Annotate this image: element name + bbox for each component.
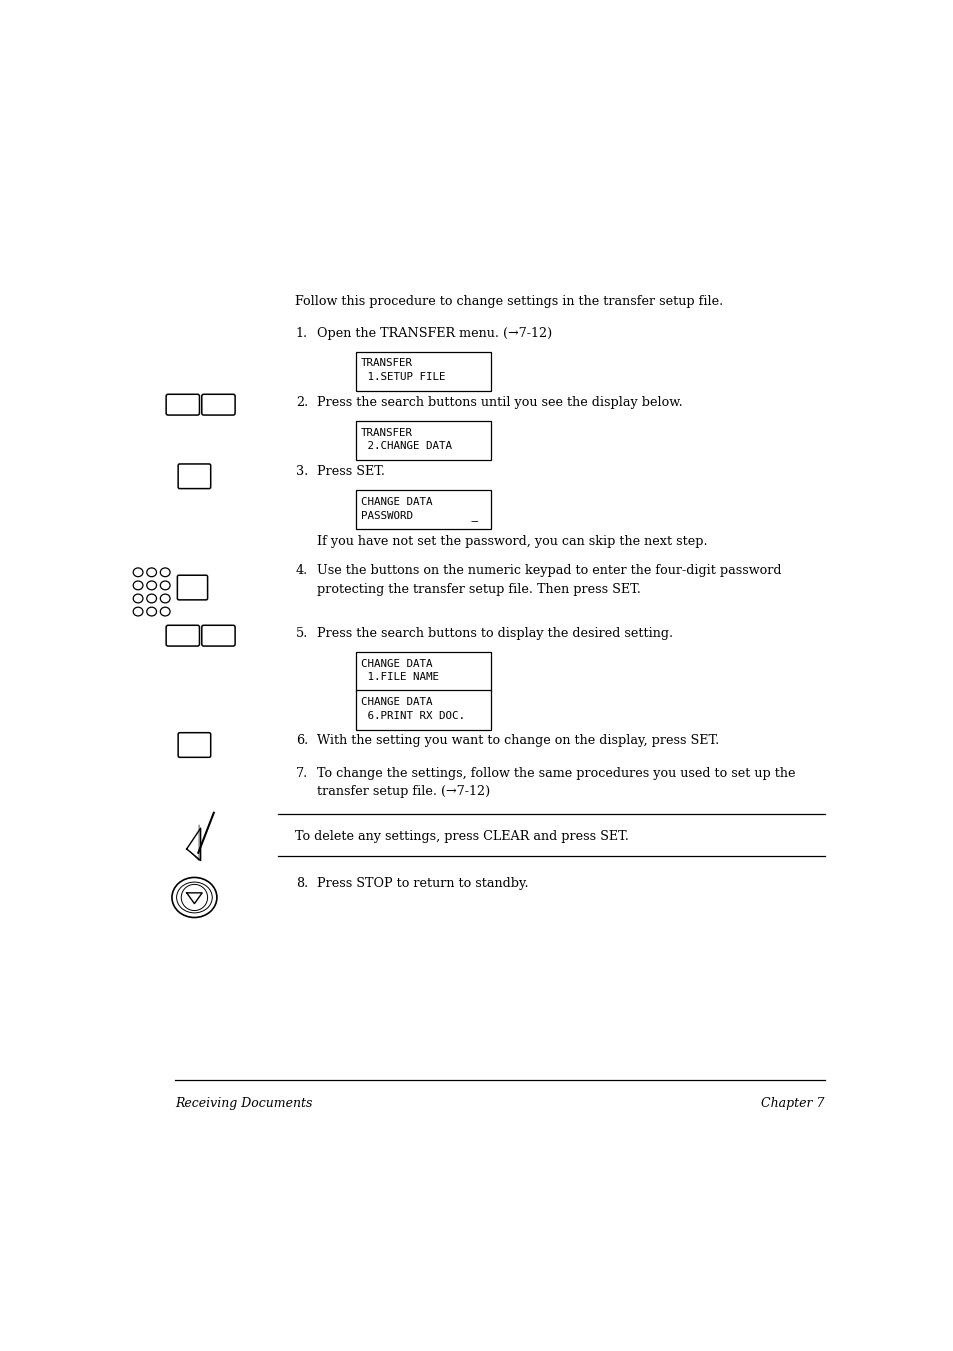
Text: If you have not set the password, you can skip the next step.: If you have not set the password, you ca… <box>316 535 707 547</box>
Text: 7.: 7. <box>295 766 308 780</box>
Text: 6.PRINT RX DOC.: 6.PRINT RX DOC. <box>360 711 464 720</box>
FancyBboxPatch shape <box>355 490 491 530</box>
FancyBboxPatch shape <box>355 651 491 692</box>
Text: Press the search buttons to display the desired setting.: Press the search buttons to display the … <box>316 627 672 640</box>
Text: Receiving Documents: Receiving Documents <box>174 1097 312 1111</box>
Text: To change the settings, follow the same procedures you used to set up the
transf: To change the settings, follow the same … <box>316 766 795 798</box>
Text: PASSWORD         _: PASSWORD _ <box>360 511 477 521</box>
Text: 2.: 2. <box>295 396 308 409</box>
Polygon shape <box>187 828 200 861</box>
Text: 1.: 1. <box>295 327 308 340</box>
Text: Press STOP to return to standby.: Press STOP to return to standby. <box>316 877 528 890</box>
Text: Follow this procedure to change settings in the transfer setup file.: Follow this procedure to change settings… <box>294 295 722 308</box>
Text: CHANGE DATA: CHANGE DATA <box>360 659 432 669</box>
Text: CHANGE DATA: CHANGE DATA <box>360 697 432 708</box>
FancyBboxPatch shape <box>166 394 199 415</box>
Text: 2.CHANGE DATA: 2.CHANGE DATA <box>360 442 452 451</box>
Text: TRANSFER: TRANSFER <box>360 358 413 369</box>
Text: Press the search buttons until you see the display below.: Press the search buttons until you see t… <box>316 396 682 409</box>
Text: To delete any settings, press CLEAR and press SET.: To delete any settings, press CLEAR and … <box>294 830 628 843</box>
Text: 4.: 4. <box>295 565 308 577</box>
Text: CHANGE DATA: CHANGE DATA <box>360 497 432 507</box>
Text: 8.: 8. <box>295 877 308 890</box>
FancyBboxPatch shape <box>355 422 491 461</box>
Text: Open the TRANSFER menu. (→7-12): Open the TRANSFER menu. (→7-12) <box>316 327 552 340</box>
Text: With the setting you want to change on the display, press SET.: With the setting you want to change on t… <box>316 734 719 747</box>
Text: 5.: 5. <box>295 627 308 640</box>
Text: TRANSFER: TRANSFER <box>360 428 413 438</box>
FancyBboxPatch shape <box>178 732 211 758</box>
FancyBboxPatch shape <box>166 626 199 646</box>
Text: Use the buttons on the numeric keypad to enter the four-digit password
protectin: Use the buttons on the numeric keypad to… <box>316 565 781 596</box>
Text: Press SET.: Press SET. <box>316 466 384 478</box>
FancyBboxPatch shape <box>178 463 211 489</box>
FancyBboxPatch shape <box>177 576 208 600</box>
FancyBboxPatch shape <box>202 394 234 415</box>
Text: 6.: 6. <box>295 734 308 747</box>
Text: 1.FILE NAME: 1.FILE NAME <box>360 673 438 682</box>
FancyBboxPatch shape <box>202 626 234 646</box>
Text: Chapter 7: Chapter 7 <box>760 1097 823 1111</box>
FancyBboxPatch shape <box>355 690 491 730</box>
Text: 3.: 3. <box>295 466 308 478</box>
Text: 1.SETUP FILE: 1.SETUP FILE <box>360 372 445 382</box>
FancyBboxPatch shape <box>355 351 491 390</box>
